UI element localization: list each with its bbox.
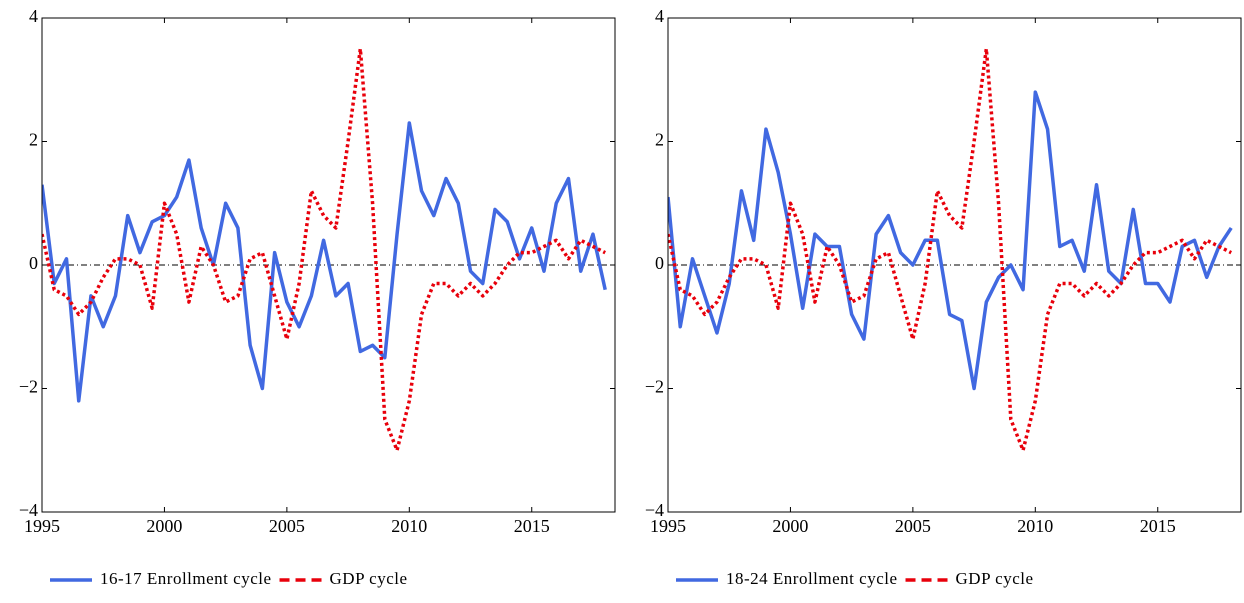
y-tick-label: 4 (655, 6, 664, 26)
subplot: 1995 2000 2005 2010 2015 −4 −2 0 2 4 (19, 6, 616, 536)
y-tick-label: 2 (655, 130, 664, 150)
y-tick-label: 4 (29, 6, 38, 26)
y-tick-label: 0 (29, 253, 38, 273)
x-tick-label: 2015 (1140, 516, 1176, 536)
y-tick-label: 2 (29, 130, 38, 150)
y-tick-label: −2 (645, 377, 664, 397)
x-tick-label: 1995 (650, 516, 686, 536)
legend-label: 18-24 Enrollment cycle (726, 569, 898, 588)
series-line (42, 121, 607, 403)
y-tick-label: −2 (19, 377, 38, 397)
x-tick-label: 2010 (1017, 516, 1053, 536)
x-tick-label: 1995 (24, 516, 60, 536)
subplot: 1995 2000 2005 2010 2015 −4 −2 0 2 4 (645, 6, 1242, 536)
y-tick-label: −4 (645, 500, 664, 520)
x-tick-label: 2000 (146, 516, 182, 536)
series-line (668, 47, 1232, 452)
x-tick-label: 2000 (772, 516, 808, 536)
series-line (42, 47, 606, 452)
legend: 18-24 Enrollment cycle GDP cycle (676, 569, 1034, 588)
x-tick-label: 2005 (895, 516, 931, 536)
legend-label: GDP cycle (956, 569, 1034, 588)
y-tick-label: 0 (655, 253, 664, 273)
legend-label: 16-17 Enrollment cycle (100, 569, 272, 588)
legend: 16-17 Enrollment cycle GDP cycle (50, 569, 408, 588)
x-tick-label: 2010 (391, 516, 427, 536)
legend-label: GDP cycle (330, 569, 408, 588)
series-line (668, 90, 1233, 391)
x-tick-label: 2015 (514, 516, 550, 536)
y-tick-label: −4 (19, 500, 38, 520)
x-tick-label: 2005 (269, 516, 305, 536)
